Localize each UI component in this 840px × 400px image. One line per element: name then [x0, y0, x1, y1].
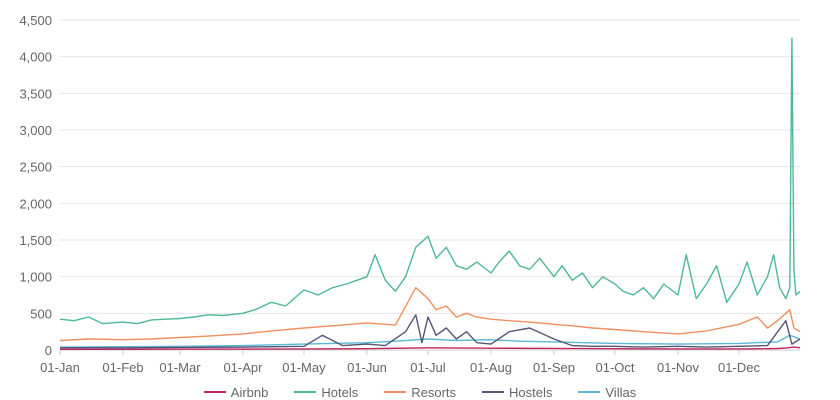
legend-item-resorts[interactable]: Resorts — [384, 384, 456, 400]
series-line-hotels — [59, 37, 801, 325]
legend-label: Villas — [605, 384, 637, 400]
series-lines — [59, 37, 801, 350]
series-line-villas — [59, 334, 801, 348]
y-tick-label: 1,000 — [19, 270, 52, 285]
legend-item-hostels[interactable]: Hostels — [482, 384, 552, 400]
legend-swatch — [203, 391, 226, 393]
legend-item-villas[interactable]: Villas — [578, 384, 636, 400]
y-tick-label: 0 — [45, 343, 52, 358]
x-tick-label: 01-Oct — [595, 360, 634, 375]
y-tick-label: 2,500 — [19, 160, 52, 175]
x-tick-label: 01-Aug — [470, 360, 512, 375]
legend-swatch — [294, 391, 317, 393]
y-tick-label: 3,500 — [19, 86, 52, 101]
y-axis: 0 500 1,000 1,500 2,000 2,500 3,000 3,500 4,000 4… — [19, 13, 52, 358]
series-line-hostels — [60, 314, 801, 349]
x-tick-label: 01-Jun — [347, 360, 387, 375]
y-tick-label: 500 — [30, 306, 52, 321]
legend-label: Resorts — [411, 384, 457, 400]
y-tick-label: 1,500 — [19, 233, 52, 248]
legend-label: Hotels — [321, 384, 359, 400]
x-tick-label: 01-Nov — [657, 360, 699, 375]
x-tick-label: 01-Apr — [223, 360, 263, 375]
x-tick-label: 01-May — [282, 360, 326, 375]
gridlines — [60, 19, 800, 351]
legend-label: Airbnb — [230, 384, 269, 400]
x-tick-label: 01-Sep — [533, 360, 575, 375]
x-axis: 01-Jan 01-Feb 01-Mar 01-Apr 01-May 01-Jun 01-J… — [40, 350, 760, 375]
legend-swatch — [482, 391, 505, 393]
legend: Airbnb Hotels Resorts Hostels Villas — [0, 384, 840, 400]
series-line-airbnb — [60, 346, 801, 350]
legend-item-airbnb[interactable]: Airbnb — [203, 384, 269, 400]
y-tick-label: 4,500 — [19, 13, 52, 28]
y-tick-label: 3,000 — [19, 123, 52, 138]
legend-swatch — [384, 391, 407, 393]
y-tick-label: 4,000 — [19, 50, 52, 65]
y-tick-label: 2,000 — [19, 196, 52, 211]
x-tick-label: 01-Mar — [159, 360, 201, 375]
legend-swatch — [578, 391, 601, 393]
x-tick-label: 01-Feb — [102, 360, 143, 375]
legend-item-hotels[interactable]: Hotels — [294, 384, 358, 400]
x-tick-label: 01-Dec — [718, 360, 760, 375]
x-tick-label: 01-Jul — [410, 360, 446, 375]
series-line-resorts — [59, 287, 801, 342]
x-tick-label: 01-Jan — [40, 360, 80, 375]
legend-label: Hostels — [509, 384, 553, 400]
